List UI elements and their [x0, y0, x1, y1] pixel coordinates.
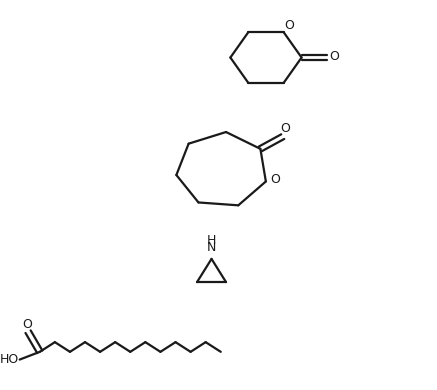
Text: H: H	[207, 234, 216, 247]
Text: O: O	[329, 50, 339, 63]
Text: O: O	[284, 19, 294, 32]
Text: N: N	[207, 241, 216, 254]
Text: HO: HO	[0, 353, 19, 366]
Text: O: O	[280, 122, 290, 135]
Text: O: O	[270, 173, 280, 186]
Text: O: O	[22, 318, 32, 331]
